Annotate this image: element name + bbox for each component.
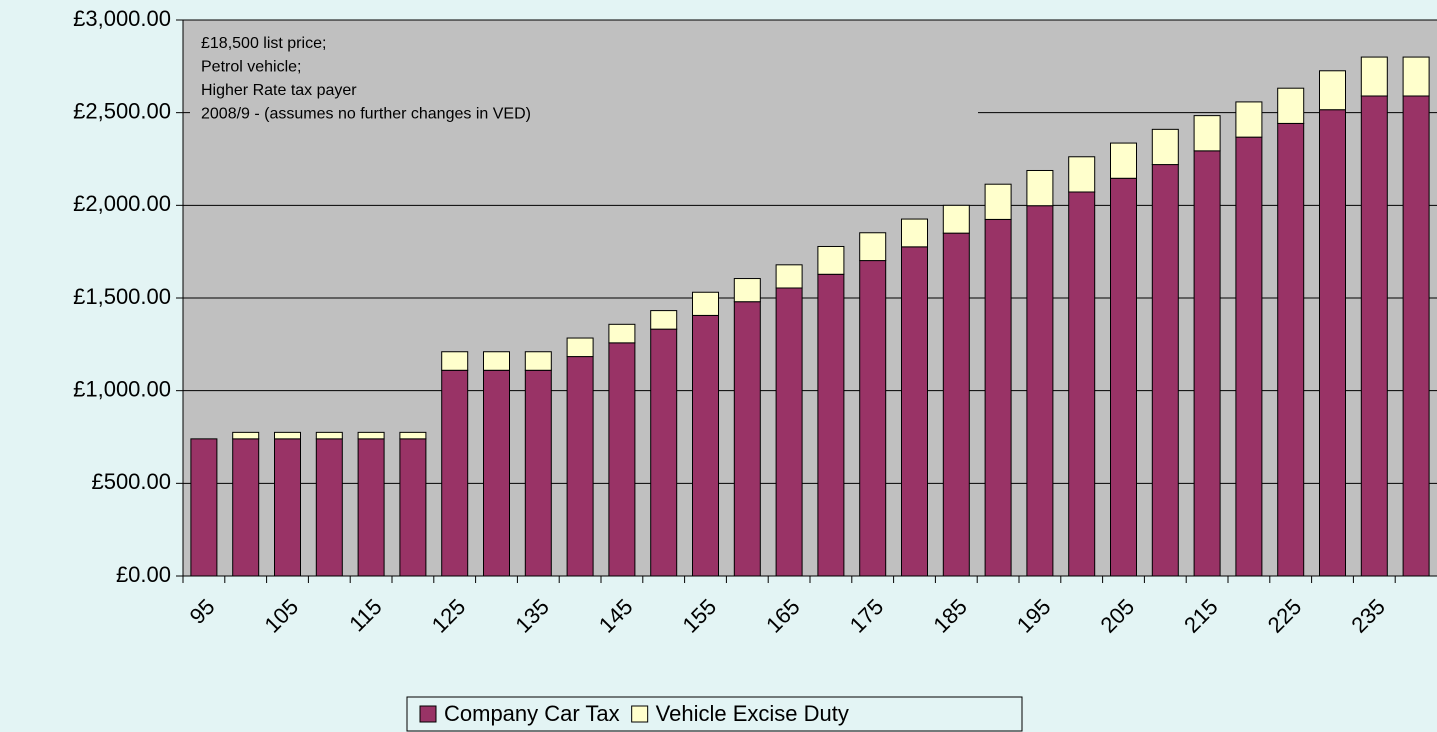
bar-segment — [524, 369, 552, 577]
y-tick-label: £3,000.00 — [73, 6, 171, 31]
y-tick-label: £1,000.00 — [73, 376, 171, 401]
bar-segment — [1026, 205, 1054, 577]
bar-segment — [859, 260, 887, 577]
bar-segment — [942, 232, 970, 577]
bar-segment — [1402, 95, 1430, 577]
bar-segment — [1277, 122, 1305, 577]
bar-segment — [1110, 142, 1137, 179]
bar-segment — [232, 438, 260, 577]
bar-segment — [441, 351, 469, 371]
bar-segment — [524, 351, 552, 371]
bar-segment — [901, 246, 928, 577]
bar-segment — [1360, 56, 1388, 97]
annotation: Higher Rate tax payer — [201, 82, 357, 99]
bar-segment — [817, 245, 845, 275]
y-tick-label: £0.00 — [116, 562, 171, 587]
annotation-box — [190, 24, 978, 156]
bar-segment — [984, 183, 1012, 220]
bar-segment — [399, 431, 427, 440]
bar-segment — [1402, 56, 1430, 97]
legend-label: Company Car Tax — [444, 701, 620, 726]
legend-box — [406, 696, 1023, 732]
bar-segment — [1360, 95, 1388, 577]
legend-swatch — [631, 705, 649, 723]
bar-segment — [1319, 70, 1346, 111]
bar-segment — [1277, 87, 1305, 124]
bar-segment — [483, 369, 510, 577]
bar-segment — [733, 301, 761, 577]
bar-segment — [692, 291, 719, 316]
bar-segment — [190, 438, 218, 577]
bar-segment — [315, 438, 343, 577]
bar-segment — [1193, 115, 1221, 152]
bar-segment — [775, 287, 803, 577]
annotation: £18,500 list price; — [201, 35, 326, 52]
bar-segment — [315, 431, 343, 440]
bar-segment — [274, 431, 301, 440]
bar-segment — [775, 264, 803, 289]
bar-segment — [650, 328, 678, 577]
bar-segment — [942, 204, 970, 234]
legend-label: Vehicle Excise Duty — [656, 701, 849, 726]
bar-segment — [608, 342, 636, 577]
bar-segment — [399, 438, 427, 577]
bar-segment — [566, 356, 594, 577]
bar-segment — [1193, 150, 1221, 577]
bar-segment — [692, 314, 719, 577]
bar-segment — [232, 431, 260, 440]
bar-segment — [483, 351, 510, 371]
bar-segment — [1110, 177, 1137, 577]
annotation: 2008/9 - (assumes no further changes in … — [201, 106, 531, 123]
bar-segment — [817, 273, 845, 577]
bar-segment — [1068, 156, 1096, 193]
bar-segment — [859, 232, 887, 262]
bar-segment — [357, 438, 385, 577]
bar-segment — [733, 278, 761, 303]
bar-segment — [608, 323, 636, 344]
bar-segment — [1026, 169, 1054, 207]
bar-segment — [1151, 128, 1179, 166]
y-tick-label: £2,500.00 — [73, 98, 171, 123]
bar-segment — [1235, 101, 1263, 138]
bar-segment — [566, 337, 594, 358]
bar-segment — [1319, 109, 1346, 577]
bar-segment — [901, 218, 928, 248]
bar-segment — [441, 369, 469, 577]
bar-segment — [1068, 191, 1096, 577]
y-tick-label: £500.00 — [91, 469, 171, 494]
bar-segment — [1235, 136, 1263, 577]
y-tick-label: £2,000.00 — [73, 191, 171, 216]
bar-segment — [357, 431, 385, 440]
bar-segment — [1151, 164, 1179, 577]
annotation: Petrol vehicle; — [201, 59, 302, 76]
y-tick-label: £1,500.00 — [73, 284, 171, 309]
bar-segment — [984, 218, 1012, 577]
legend-swatch — [419, 705, 437, 723]
bar-segment — [274, 438, 301, 577]
bar-segment — [650, 310, 678, 330]
